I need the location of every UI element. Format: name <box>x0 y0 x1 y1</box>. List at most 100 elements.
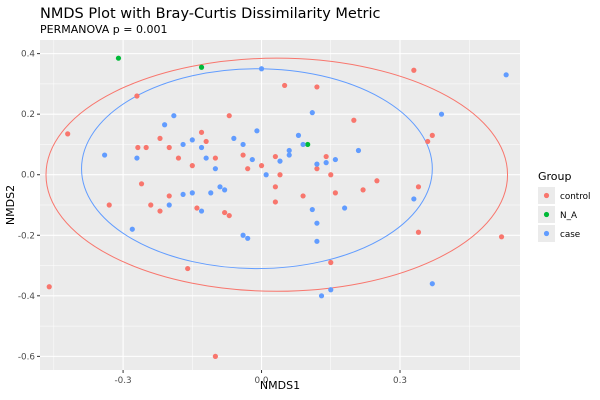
point-control <box>314 166 320 172</box>
point-control <box>415 229 422 235</box>
point-control <box>65 131 71 137</box>
legend-key-control <box>543 192 550 199</box>
confidence-ellipses <box>45 57 509 292</box>
point-control <box>282 82 288 89</box>
point-control <box>360 187 366 193</box>
point-control <box>157 135 163 141</box>
y-tick-label: -0.2 <box>18 231 35 241</box>
point-control <box>425 138 431 145</box>
point-control <box>189 163 195 169</box>
point-control <box>203 138 209 145</box>
point-case <box>355 147 362 154</box>
point-control <box>185 265 191 272</box>
point-control <box>212 353 218 359</box>
point-control <box>314 84 320 90</box>
point-case <box>314 161 320 167</box>
point-case <box>189 190 195 196</box>
point-case <box>411 196 417 202</box>
point-case <box>332 156 338 163</box>
point-case <box>129 226 135 232</box>
point-control <box>135 144 141 151</box>
point-case <box>318 293 325 299</box>
point-case <box>286 152 292 158</box>
y-axis-title: NMDS2 <box>4 185 17 225</box>
ellipse-control <box>45 57 509 292</box>
point-case <box>166 202 172 208</box>
data-points <box>46 55 509 359</box>
point-control <box>148 202 154 208</box>
point-case <box>198 208 205 214</box>
y-tick-label: 0.4 <box>21 50 35 60</box>
point-control <box>300 193 306 199</box>
point-control <box>226 212 232 219</box>
point-case <box>180 141 186 148</box>
y-tick-label: -0.6 <box>18 352 36 362</box>
x-tick-label: 0.0 <box>255 376 269 386</box>
point-case <box>309 110 315 116</box>
point-control <box>429 132 435 138</box>
point-case <box>314 220 320 226</box>
point-control <box>328 259 334 266</box>
point-case <box>189 137 195 143</box>
ellipse-case <box>81 68 433 270</box>
point-case <box>231 135 237 141</box>
legend-label-case: case <box>560 230 580 240</box>
point-case <box>309 206 315 213</box>
point-case <box>323 160 329 166</box>
x-tick-label: 0.3 <box>393 376 407 386</box>
point-control <box>498 234 505 240</box>
point-control <box>411 67 417 73</box>
point-case <box>286 147 292 154</box>
point-case <box>429 281 435 287</box>
point-N_A <box>115 55 122 61</box>
point-control <box>415 184 422 190</box>
point-control <box>175 155 182 161</box>
point-control <box>138 181 145 187</box>
axis-ticks: -0.3 0.0 0.3 0.4 0.2 0.0 -0.2 -0.4 -0.6 <box>18 50 407 386</box>
point-control <box>272 153 278 160</box>
point-N_A <box>305 141 311 148</box>
point-control <box>351 117 357 123</box>
point-control <box>374 178 380 184</box>
point-case <box>277 158 283 164</box>
point-control <box>134 93 140 99</box>
point-case <box>208 190 214 196</box>
point-control <box>46 284 52 290</box>
point-control <box>194 205 200 211</box>
point-case <box>300 141 306 148</box>
point-control <box>245 166 251 172</box>
point-control <box>272 199 278 205</box>
point-control <box>166 193 172 199</box>
point-case <box>222 187 228 193</box>
point-case <box>245 235 251 241</box>
point-case <box>263 172 269 178</box>
point-case <box>212 166 218 172</box>
point-case <box>217 184 223 190</box>
point-case <box>162 122 168 128</box>
legend-label-control: control <box>560 192 591 202</box>
point-control <box>240 152 246 158</box>
point-case <box>258 66 265 72</box>
point-control <box>222 209 228 216</box>
x-tick-label: -0.3 <box>114 376 131 386</box>
point-case <box>503 72 509 78</box>
point-case <box>180 191 186 198</box>
point-N_A <box>198 64 205 70</box>
point-control <box>258 163 265 169</box>
point-control <box>226 113 232 119</box>
point-control <box>272 184 278 190</box>
point-control <box>277 172 283 178</box>
point-case <box>203 155 209 161</box>
legend-key-N_A <box>543 211 550 218</box>
point-control <box>157 208 163 214</box>
point-case <box>342 205 348 211</box>
point-case <box>240 232 246 238</box>
x-axis-title: NMDS1 <box>260 379 300 392</box>
point-case <box>198 144 205 151</box>
y-tick-label: 0.0 <box>21 171 35 181</box>
point-control <box>143 144 149 151</box>
point-control <box>323 153 329 160</box>
point-case <box>328 287 334 293</box>
